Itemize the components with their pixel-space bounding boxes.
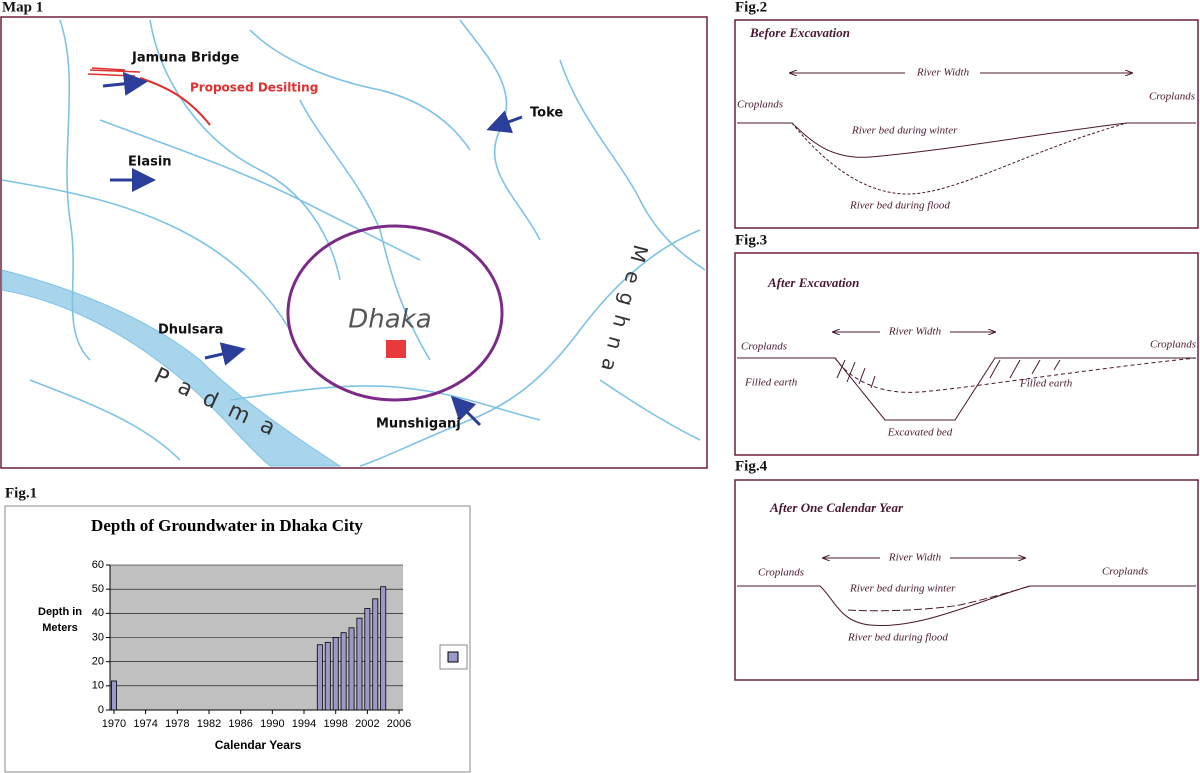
- y-axis-title: Depth in Meters: [38, 606, 82, 634]
- fig-frame: [734, 19, 1199, 229]
- section: [737, 122, 1196, 158]
- map: [0, 16, 708, 469]
- map-label: Munshiganj: [376, 417, 461, 432]
- fig-heading: Before Excavation: [749, 25, 850, 40]
- fig-label: Croplands: [741, 341, 787, 353]
- plot: 0 10 20 30 40 50 60 1970 1974 1978 1982 1986 1990 199…: [92, 559, 412, 730]
- fig-label: River bed during winter: [849, 583, 956, 595]
- bar: [372, 598, 379, 711]
- bar: [348, 627, 355, 711]
- fig-label: Croplands: [1149, 91, 1195, 103]
- fig-frame: [734, 252, 1199, 456]
- map-label: Dhaka: [348, 305, 431, 335]
- fig-title: Fig.1: [5, 485, 37, 501]
- x-tick-label: 1994: [292, 718, 316, 730]
- fig-label: River Width: [916, 67, 970, 79]
- fig-label: Excavated bed: [887, 427, 953, 439]
- bar: [380, 586, 387, 711]
- x-tick-label: 1970: [102, 718, 126, 730]
- fig-label: Croplands: [758, 567, 804, 579]
- fig-label: River Width: [888, 326, 942, 338]
- map-label: Elasin: [128, 155, 172, 170]
- fig-label: River bed during flood: [847, 632, 948, 644]
- x-axis-title: Calendar Years: [215, 738, 302, 752]
- fig-title: Fig.3: [735, 232, 767, 248]
- section: [737, 585, 1196, 627]
- bar: [356, 617, 363, 711]
- fig-label: River Width: [888, 552, 942, 564]
- bar: [324, 641, 331, 711]
- y-tick-label: 60: [92, 559, 104, 571]
- x-tick-label: 1986: [228, 718, 252, 730]
- x-tick-label: 2006: [387, 718, 411, 730]
- x-tick-label: 2002: [355, 718, 379, 730]
- fig-heading: After Excavation: [767, 275, 859, 290]
- fig-label: Croplands: [1102, 566, 1148, 578]
- y-tick-label: 10: [92, 680, 104, 692]
- section: [847, 585, 1031, 612]
- y-tick-label: 20: [92, 656, 104, 668]
- chart-title: Depth of Groundwater in Dhaka City: [91, 516, 363, 535]
- fig-label: Croplands: [1150, 339, 1196, 351]
- bar: [364, 608, 371, 711]
- bar: [110, 680, 117, 711]
- fig-label: River bed during flood: [849, 200, 950, 212]
- y-tick-label: 50: [92, 583, 104, 595]
- x-tick-label: 1978: [165, 718, 189, 730]
- bar: [316, 644, 323, 711]
- x-tick-label: 1998: [323, 718, 347, 730]
- map-title: Map 1: [2, 0, 43, 15]
- x-tick-label: 1982: [197, 718, 221, 730]
- section: [737, 357, 1196, 421]
- fig-title: Fig.2: [735, 0, 767, 15]
- map-label: Toke: [530, 106, 563, 121]
- fig-label: Filled earth: [1019, 378, 1073, 390]
- y-tick-label: 40: [92, 607, 104, 619]
- fig-label: River bed during winter: [851, 125, 958, 137]
- y-tick-label: 0: [98, 704, 104, 716]
- fig-frame: [734, 479, 1199, 681]
- y-tick-label: 30: [92, 631, 104, 643]
- fig-label: Filled earth: [744, 377, 798, 389]
- section: [791, 122, 1128, 195]
- x-tick-label: 1990: [260, 718, 284, 730]
- map-label: Jamuna Bridge: [131, 51, 239, 66]
- bar: [332, 637, 339, 711]
- map-label: Proposed Desilting: [190, 81, 318, 95]
- bar: [340, 632, 347, 711]
- legend-swatch: [447, 651, 459, 663]
- x-tick-label: 1974: [133, 718, 157, 730]
- map-label: Dhulsara: [158, 323, 223, 338]
- fig-heading: After One Calendar Year: [769, 500, 904, 515]
- hatch: [836, 359, 1061, 389]
- fig-label: Croplands: [737, 99, 783, 111]
- fig-title: Fig.4: [735, 458, 768, 474]
